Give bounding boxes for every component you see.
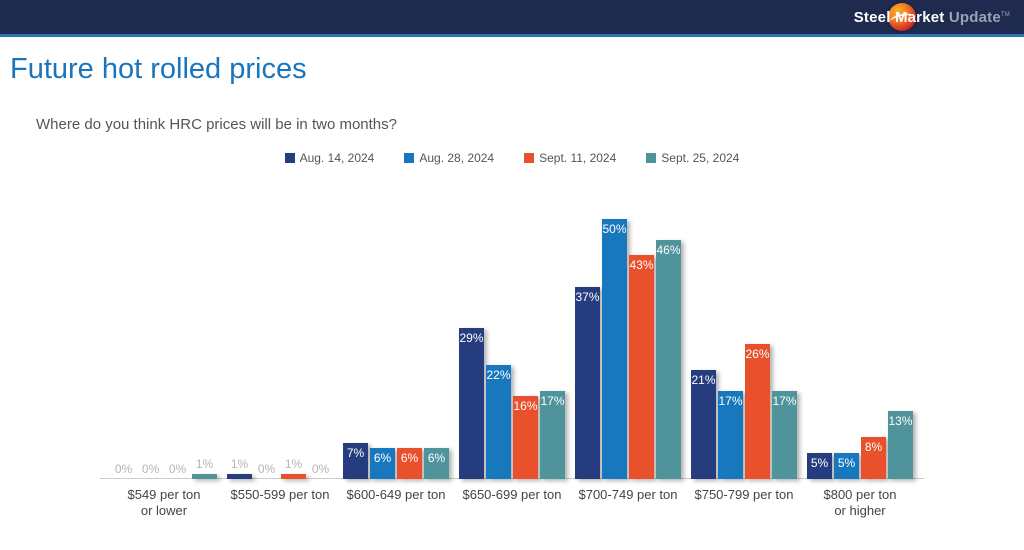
bar: 22% <box>486 365 511 479</box>
bar-value-label: 17% <box>718 394 743 408</box>
bar: 26% <box>745 344 770 479</box>
bar-value-label: 13% <box>888 414 913 428</box>
legend-swatch <box>646 153 657 163</box>
smu-globe-icon <box>887 3 916 31</box>
bar-value-label: 37% <box>575 290 600 304</box>
bar-value-label: 43% <box>629 258 654 272</box>
bar: 21% <box>691 370 716 479</box>
bar-value-label: 46% <box>656 243 681 257</box>
bar-value-label: 0% <box>141 462 160 476</box>
category-label: $550-599 per ton <box>230 487 330 502</box>
bar-value-label: 0% <box>168 462 187 476</box>
survey-question: Where do you think HRC prices will be in… <box>36 116 397 133</box>
category-label: $600-649 per ton <box>346 487 446 502</box>
category-group: 37% 50% 43% 46% $700-749 per ton <box>575 179 681 525</box>
bar-value-label: 6% <box>373 451 392 465</box>
bar: 6% <box>424 448 449 479</box>
bar: 17% <box>772 391 797 479</box>
bar-value-label: 26% <box>745 347 770 361</box>
bar-value-label: 6% <box>400 451 419 465</box>
category-label: $800 per ton or higher <box>823 487 897 519</box>
bar-value-label: 6% <box>427 451 446 465</box>
category-label: $700-749 per ton <box>578 487 678 502</box>
bar: 1% <box>227 457 252 479</box>
bar: 16% <box>513 396 538 479</box>
logo-trademark: TM <box>1000 11 1010 18</box>
legend-item: Aug. 28, 2024 <box>404 151 494 165</box>
page-title: Future hot rolled prices <box>10 53 307 85</box>
bar-value-label: 7% <box>346 446 365 460</box>
category-group: 7% 6% 6% 6% $600-649 per ton <box>343 179 449 525</box>
bar-value-label: 0% <box>257 462 276 476</box>
category-group: 21% 17% 26% 17% $750-799 per ton <box>691 179 797 525</box>
bar: 6% <box>397 448 422 479</box>
legend-label: Sept. 25, 2024 <box>661 151 740 165</box>
category-group: 29% 22% 16% 17% $650-699 per ton <box>459 179 565 525</box>
category-group: 1% 0% 1% 0% $550-599 per ton <box>227 179 333 525</box>
legend-item: Aug. 14, 2024 <box>284 151 375 165</box>
bar: 8% <box>861 437 886 479</box>
bar: 1% <box>281 457 306 479</box>
category-label: $750-799 per ton <box>694 487 794 502</box>
category-label: $549 per ton or lower <box>127 487 201 519</box>
bar-value-label: 17% <box>540 394 565 408</box>
legend-swatch <box>284 153 295 163</box>
legend-label: Aug. 28, 2024 <box>419 151 495 165</box>
bar-cluster: 21% 17% 26% 17% <box>691 179 797 479</box>
logo-word-update: Update <box>948 8 1001 26</box>
bar: 37% <box>575 287 600 479</box>
header-divider <box>0 34 1024 37</box>
bar: 5% <box>807 453 832 479</box>
bar-value-label: 5% <box>837 456 856 470</box>
bar: 13% <box>888 411 913 479</box>
smu-logo-text: Steel Market UpdateTM <box>854 9 1010 26</box>
bar: 29% <box>459 328 484 479</box>
chart-legend: Aug. 14, 2024 Aug. 28, 2024 Sept. 11, 2024… <box>0 151 1024 165</box>
smu-logo: Steel Market UpdateTM <box>854 0 1010 34</box>
legend-label: Aug. 14, 2024 <box>299 151 375 165</box>
bar-value-label: 29% <box>459 331 484 345</box>
logo-word-steel: Steel <box>853 8 891 26</box>
bar-value-label: 0% <box>311 462 330 476</box>
bar: 1% <box>192 457 217 479</box>
bar-cluster: 5% 5% 8% 13% <box>807 179 913 479</box>
bar: 6% <box>370 448 395 479</box>
bar: 5% <box>834 453 859 479</box>
legend-swatch <box>404 153 415 163</box>
bar-value-label: 50% <box>602 222 627 236</box>
bar-cluster: 0% 0% 0% 1% <box>111 179 217 479</box>
category-group: 5% 5% 8% 13% $800 per ton or higher <box>807 179 913 525</box>
bar-value-label: 22% <box>486 368 511 382</box>
bar: 7% <box>343 443 368 479</box>
bar-value-label: 0% <box>114 462 133 476</box>
legend-label: Sept. 11, 2024 <box>539 151 617 165</box>
bar-cluster: 37% 50% 43% 46% <box>575 179 681 479</box>
logo-word-market: Market <box>894 8 945 26</box>
bar-value-label: 21% <box>691 373 716 387</box>
bar-value-label: 5% <box>810 456 829 470</box>
bar-value-label: 1% <box>195 457 214 471</box>
bar-value-label: 16% <box>513 399 538 413</box>
bar-cluster: 29% 22% 16% 17% <box>459 179 565 479</box>
legend-item: Sept. 25, 2024 <box>646 151 739 165</box>
bar: 17% <box>718 391 743 479</box>
category-label: $650-699 per ton <box>462 487 562 502</box>
bar: 43% <box>629 255 654 479</box>
bar-cluster: 7% 6% 6% 6% <box>343 179 449 479</box>
bar-value-label: 8% <box>864 440 883 454</box>
top-bar: Steel Market UpdateTM <box>0 0 1024 34</box>
bar-value-label: 17% <box>772 394 797 408</box>
bar: 46% <box>656 240 681 479</box>
bar: 50% <box>602 219 627 479</box>
bar-chart: 0% 0% 0% 1% $549 per ton or lower 1% 0% 1% 0% $55… <box>0 179 1024 525</box>
category-group: 0% 0% 0% 1% $549 per ton or lower <box>111 179 217 525</box>
bar-value-label: 1% <box>284 457 303 471</box>
bar-cluster: 1% 0% 1% 0% <box>227 179 333 479</box>
bar-value-label: 1% <box>230 457 249 471</box>
bar: 17% <box>540 391 565 479</box>
legend-swatch <box>524 153 535 163</box>
legend-item: Sept. 11, 2024 <box>524 151 616 165</box>
